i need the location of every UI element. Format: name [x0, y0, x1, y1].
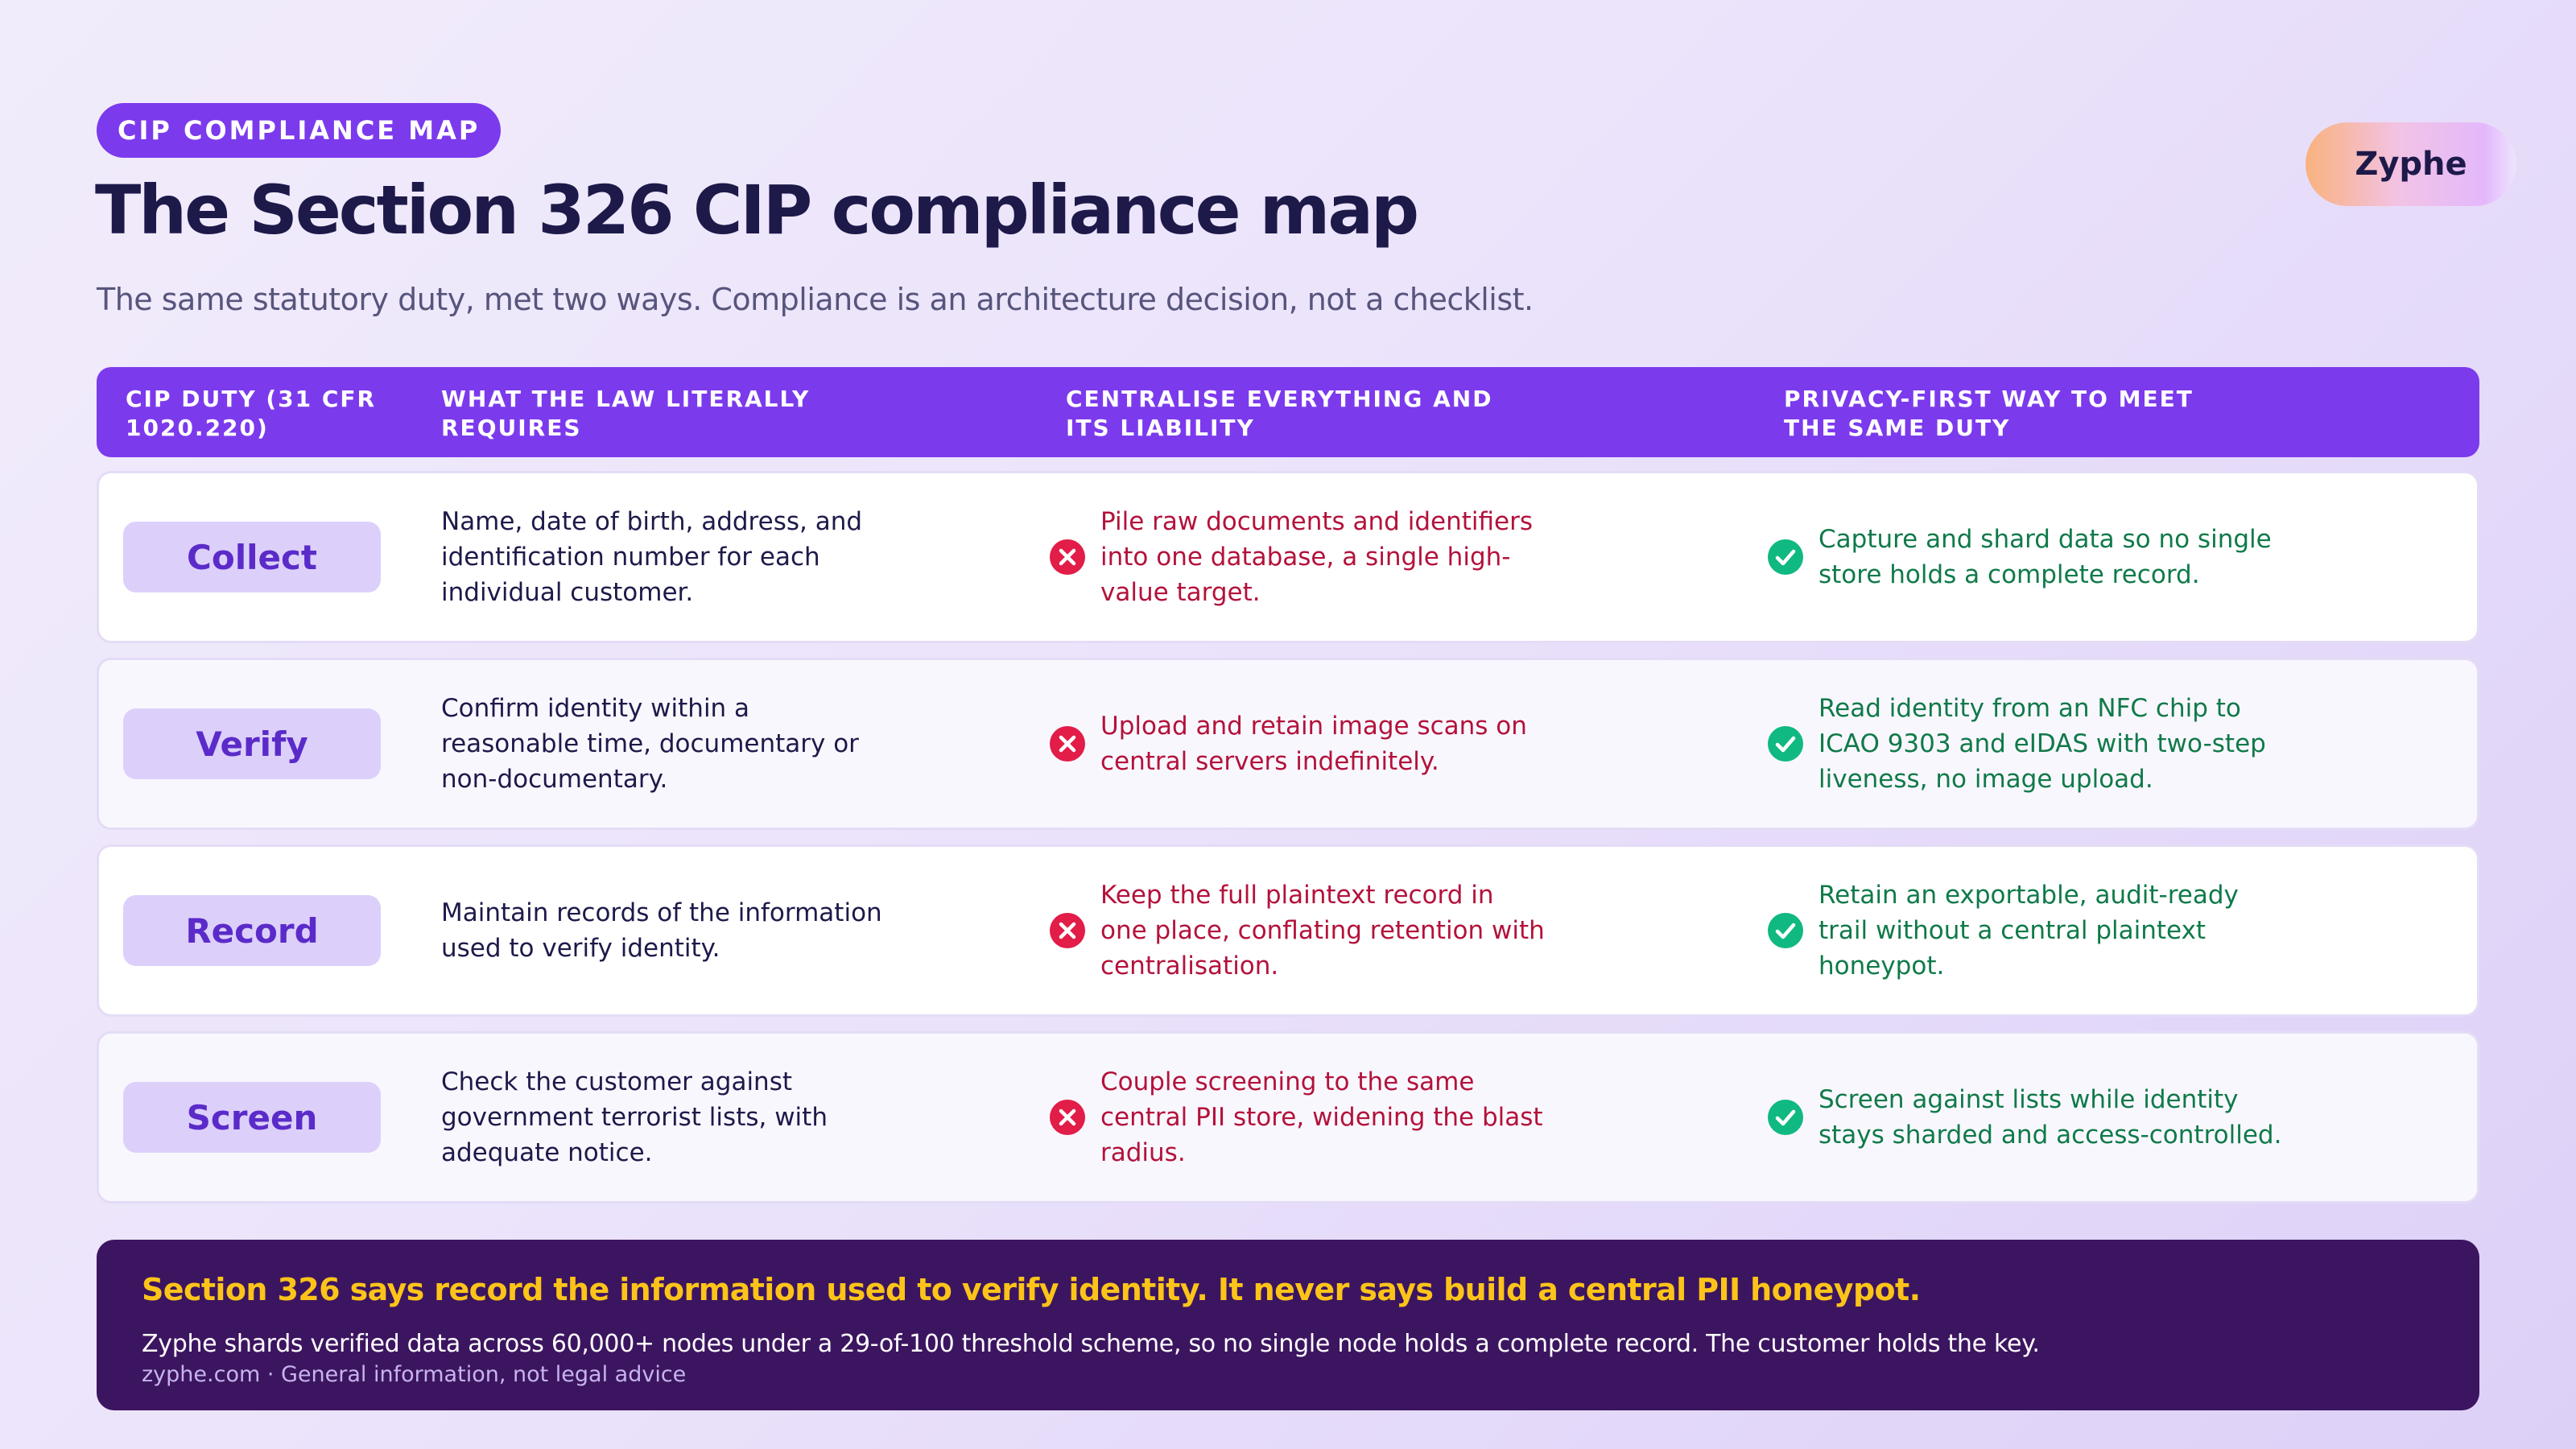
centralise-liability: Upload and retain image scans on central…	[1049, 660, 1548, 828]
check-circle-icon	[1768, 913, 1803, 948]
centralise-text: Keep the full plaintext record in one pl…	[1100, 881, 1545, 980]
brand-logo: Zyphe	[2306, 122, 2516, 206]
x-circle-icon	[1050, 913, 1085, 948]
column-header-law: WHAT THE LAW LITERALLY REQUIRES	[441, 386, 811, 441]
page-title: The Section 326 CIP compliance map	[95, 171, 1419, 250]
x-circle-icon	[1050, 1100, 1085, 1135]
table-row-collect: Collect Name, date of birth, address, an…	[97, 471, 2479, 643]
law-requirement: Confirm identity within a reasonable tim…	[441, 660, 892, 828]
privacy-first-approach: Capture and shard data so no single stor…	[1767, 473, 2282, 641]
law-text: Confirm identity within a reasonable tim…	[441, 694, 859, 794]
privacy-text: Read identity from an NFC chip to ICAO 9…	[1818, 694, 2266, 794]
duty-pill: Record	[123, 895, 381, 966]
centralise-liability: Pile raw documents and identifiers into …	[1049, 473, 1548, 641]
centralise-text: Pile raw documents and identifiers into …	[1100, 507, 1533, 607]
centralise-liability: Couple screening to the same central PII…	[1049, 1034, 1548, 1201]
key-takeaway-callout: Section 326 says record the information …	[97, 1240, 2479, 1410]
check-circle-icon	[1768, 1100, 1803, 1135]
law-requirement: Check the customer against government te…	[441, 1034, 892, 1201]
privacy-text: Retain an exportable, audit-ready trail …	[1818, 881, 2239, 980]
table-header: CIP DUTY (31 CFR 1020.220) WHAT THE LAW …	[97, 367, 2479, 457]
callout-body: Zyphe shards verified data across 60,000…	[142, 1330, 2040, 1358]
law-text: Check the customer against government te…	[441, 1067, 828, 1167]
centralise-text: Couple screening to the same central PII…	[1100, 1067, 1543, 1167]
privacy-text: Capture and shard data so no single stor…	[1818, 525, 2272, 589]
callout-footer: zyphe.com · General information, not leg…	[142, 1362, 687, 1387]
column-header-privacy: PRIVACY-FIRST WAY TO MEET THE SAME DUTY	[1784, 386, 2194, 441]
duty-pill: Verify	[123, 708, 381, 779]
privacy-first-approach: Read identity from an NFC chip to ICAO 9…	[1767, 660, 2282, 828]
brand-name: Zyphe	[2355, 146, 2467, 183]
law-text: Maintain records of the information used…	[441, 898, 882, 963]
x-circle-icon	[1050, 726, 1085, 762]
eyebrow-badge: CIP COMPLIANCE MAP	[97, 103, 502, 158]
table-row-screen: Screen Check the customer against govern…	[97, 1031, 2479, 1203]
table-row-record: Record Maintain records of the informati…	[97, 844, 2479, 1017]
centralise-text: Upload and retain image scans on central…	[1100, 712, 1527, 776]
law-text: Name, date of birth, address, and identi…	[441, 507, 863, 607]
x-circle-icon	[1050, 539, 1085, 575]
check-circle-icon	[1768, 726, 1803, 762]
privacy-first-approach: Retain an exportable, audit-ready trail …	[1767, 847, 2282, 1014]
law-requirement: Name, date of birth, address, and identi…	[441, 473, 892, 641]
callout-headline: Section 326 says record the information …	[142, 1272, 1921, 1307]
duty-pill: Collect	[123, 522, 381, 592]
privacy-first-approach: Screen against lists while identity stay…	[1767, 1034, 2282, 1201]
duty-pill: Screen	[123, 1082, 381, 1153]
privacy-text: Screen against lists while identity stay…	[1818, 1085, 2282, 1150]
check-circle-icon	[1768, 539, 1803, 575]
table-row-verify: Verify Confirm identity within a reasona…	[97, 658, 2479, 830]
column-header-duty: CIP DUTY (31 CFR 1020.220)	[126, 386, 377, 441]
column-header-centralise: CENTRALISE EVERYTHING AND ITS LIABILITY	[1066, 386, 1493, 441]
law-requirement: Maintain records of the information used…	[441, 847, 892, 1014]
centralise-liability: Keep the full plaintext record in one pl…	[1049, 847, 1548, 1014]
page-subtitle: The same statutory duty, met two ways. C…	[97, 282, 1534, 317]
